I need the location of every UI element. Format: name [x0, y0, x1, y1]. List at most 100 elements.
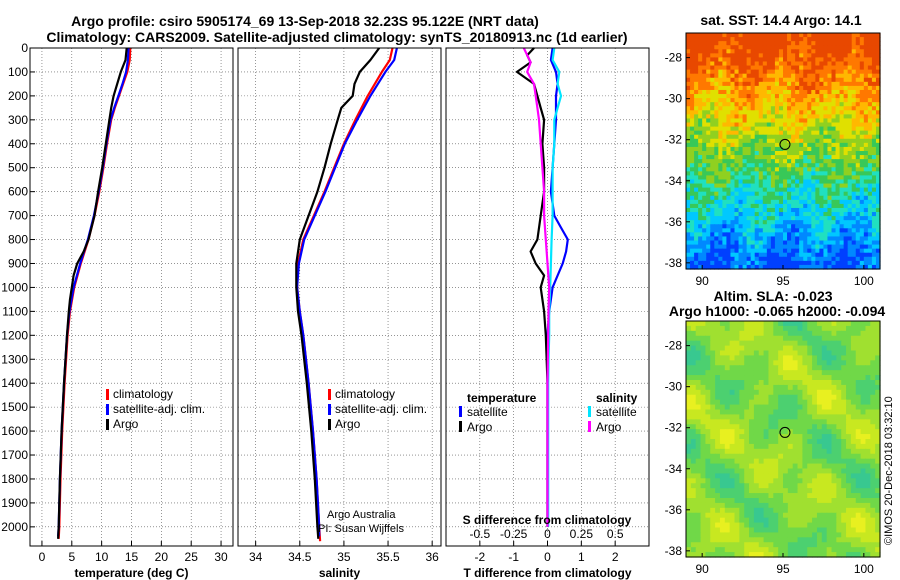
sst_map-cell [827, 102, 833, 107]
sla_map-cell [690, 493, 697, 499]
sst_map-cell [706, 175, 711, 181]
sla_map-cell [724, 409, 731, 416]
sla_map-cell [768, 498, 774, 504]
sla_map-cell [739, 439, 745, 445]
sst_map-cell [722, 151, 728, 156]
sla_map-cell [686, 434, 692, 440]
sla_map-cell [831, 517, 837, 524]
sla_map-cell [758, 483, 765, 489]
sst_map-cell [855, 114, 861, 120]
sst_map-cell [746, 159, 752, 164]
sst_map-cell [714, 146, 719, 152]
sla_map-cell [734, 527, 740, 534]
sla_map-cell [690, 542, 697, 548]
sst_map-cell [871, 199, 877, 205]
sla_map-cell [826, 394, 833, 401]
sst_map-cell [831, 41, 837, 46]
sla_map-cell [792, 463, 799, 470]
sla_map-cell [841, 473, 847, 479]
sst_map-cell [811, 228, 816, 233]
sla_map-cell [758, 473, 765, 479]
sst_map-cell [811, 146, 816, 152]
sst_map-cell [726, 187, 732, 193]
sst_map-cell [778, 81, 784, 87]
sst_map-cell [746, 138, 752, 144]
sst_map-cell [867, 199, 873, 205]
sst_map-cell [823, 142, 829, 148]
sst_map-cell [778, 171, 784, 177]
sla_map-cell [739, 502, 745, 509]
sst_map-cell [795, 240, 800, 246]
sla_map-cell [778, 522, 784, 529]
sst_map-cell [726, 191, 732, 197]
sla_map-cell [729, 458, 736, 465]
sst_map-cell [847, 89, 853, 95]
sla_map-cell [700, 443, 706, 450]
sst_map-cell [871, 85, 877, 91]
sst_map-cell [783, 41, 788, 46]
sst_map-cell [807, 220, 812, 225]
sst_map-cell [730, 69, 736, 75]
sla_map-cell [860, 473, 867, 479]
sst_map-cell [710, 260, 715, 266]
sst_map-cell [819, 155, 825, 160]
sla_map-cell [836, 429, 842, 435]
sst_map-cell [831, 220, 837, 225]
sst_map-cell [791, 240, 796, 246]
sst_map-cell [803, 98, 808, 103]
sst_map-cell [851, 114, 857, 120]
sst_map-cell [746, 195, 752, 201]
sst_map-cell [783, 37, 788, 42]
sst_map-cell [734, 57, 740, 63]
sst_map-cell [783, 77, 788, 83]
sst_map-cell [827, 220, 833, 225]
salinity-xtick-label: 34.5 [288, 550, 312, 564]
sla_map-cell [841, 458, 847, 465]
sla_map-cell [763, 517, 770, 524]
sst_map-cell [698, 264, 703, 270]
sla_map-cell [841, 507, 847, 514]
sst_map-cell [851, 37, 857, 42]
sla_map-cell [690, 434, 697, 440]
sla_map-cell [792, 473, 799, 479]
sla_map-cell [768, 512, 774, 519]
sst_map-cell [690, 126, 695, 132]
sst_map-cell [799, 146, 804, 152]
sst_map-cell [698, 33, 703, 38]
sst_map-cell [807, 248, 812, 254]
sla_map-cell [855, 542, 862, 548]
sst_map-cell [706, 203, 711, 209]
sst_map-cell [787, 89, 792, 95]
sla_map-cell [700, 527, 706, 534]
sst_map-cell [839, 118, 845, 124]
sst_map-cell [843, 187, 849, 193]
sst_map-cell [778, 114, 784, 120]
sst_map-cell [762, 167, 768, 172]
sla_map-cell [807, 547, 813, 553]
sla_map-cell [855, 443, 862, 450]
sst_map-cell [783, 118, 788, 124]
sst_map-cell [867, 77, 873, 83]
sst_map-cell [867, 207, 873, 213]
sla_map-cell [850, 409, 857, 416]
sla_map-cell [753, 330, 760, 337]
sst_map-cell [710, 61, 715, 67]
sla_map-cell [821, 325, 828, 332]
sst_map-cell [730, 171, 736, 177]
sla_map-cell [812, 419, 818, 425]
sla_map-cell [787, 537, 794, 543]
sst_map-cell [742, 199, 748, 205]
sla_map-cell [807, 512, 813, 519]
sst_map-cell [758, 69, 764, 75]
sla_map-cell [705, 335, 711, 342]
sst_map-cell [847, 106, 853, 111]
sst_map-cell [847, 244, 853, 250]
sla_map-cell [826, 463, 833, 470]
sst_map-cell [690, 114, 695, 120]
sla_map-cell [758, 522, 765, 529]
sst_map-cell [871, 45, 877, 50]
sst_map-cell [791, 65, 796, 71]
sst_map-cell [726, 155, 732, 160]
sst_map-cell [795, 49, 800, 54]
sst_map-cell [807, 110, 812, 115]
